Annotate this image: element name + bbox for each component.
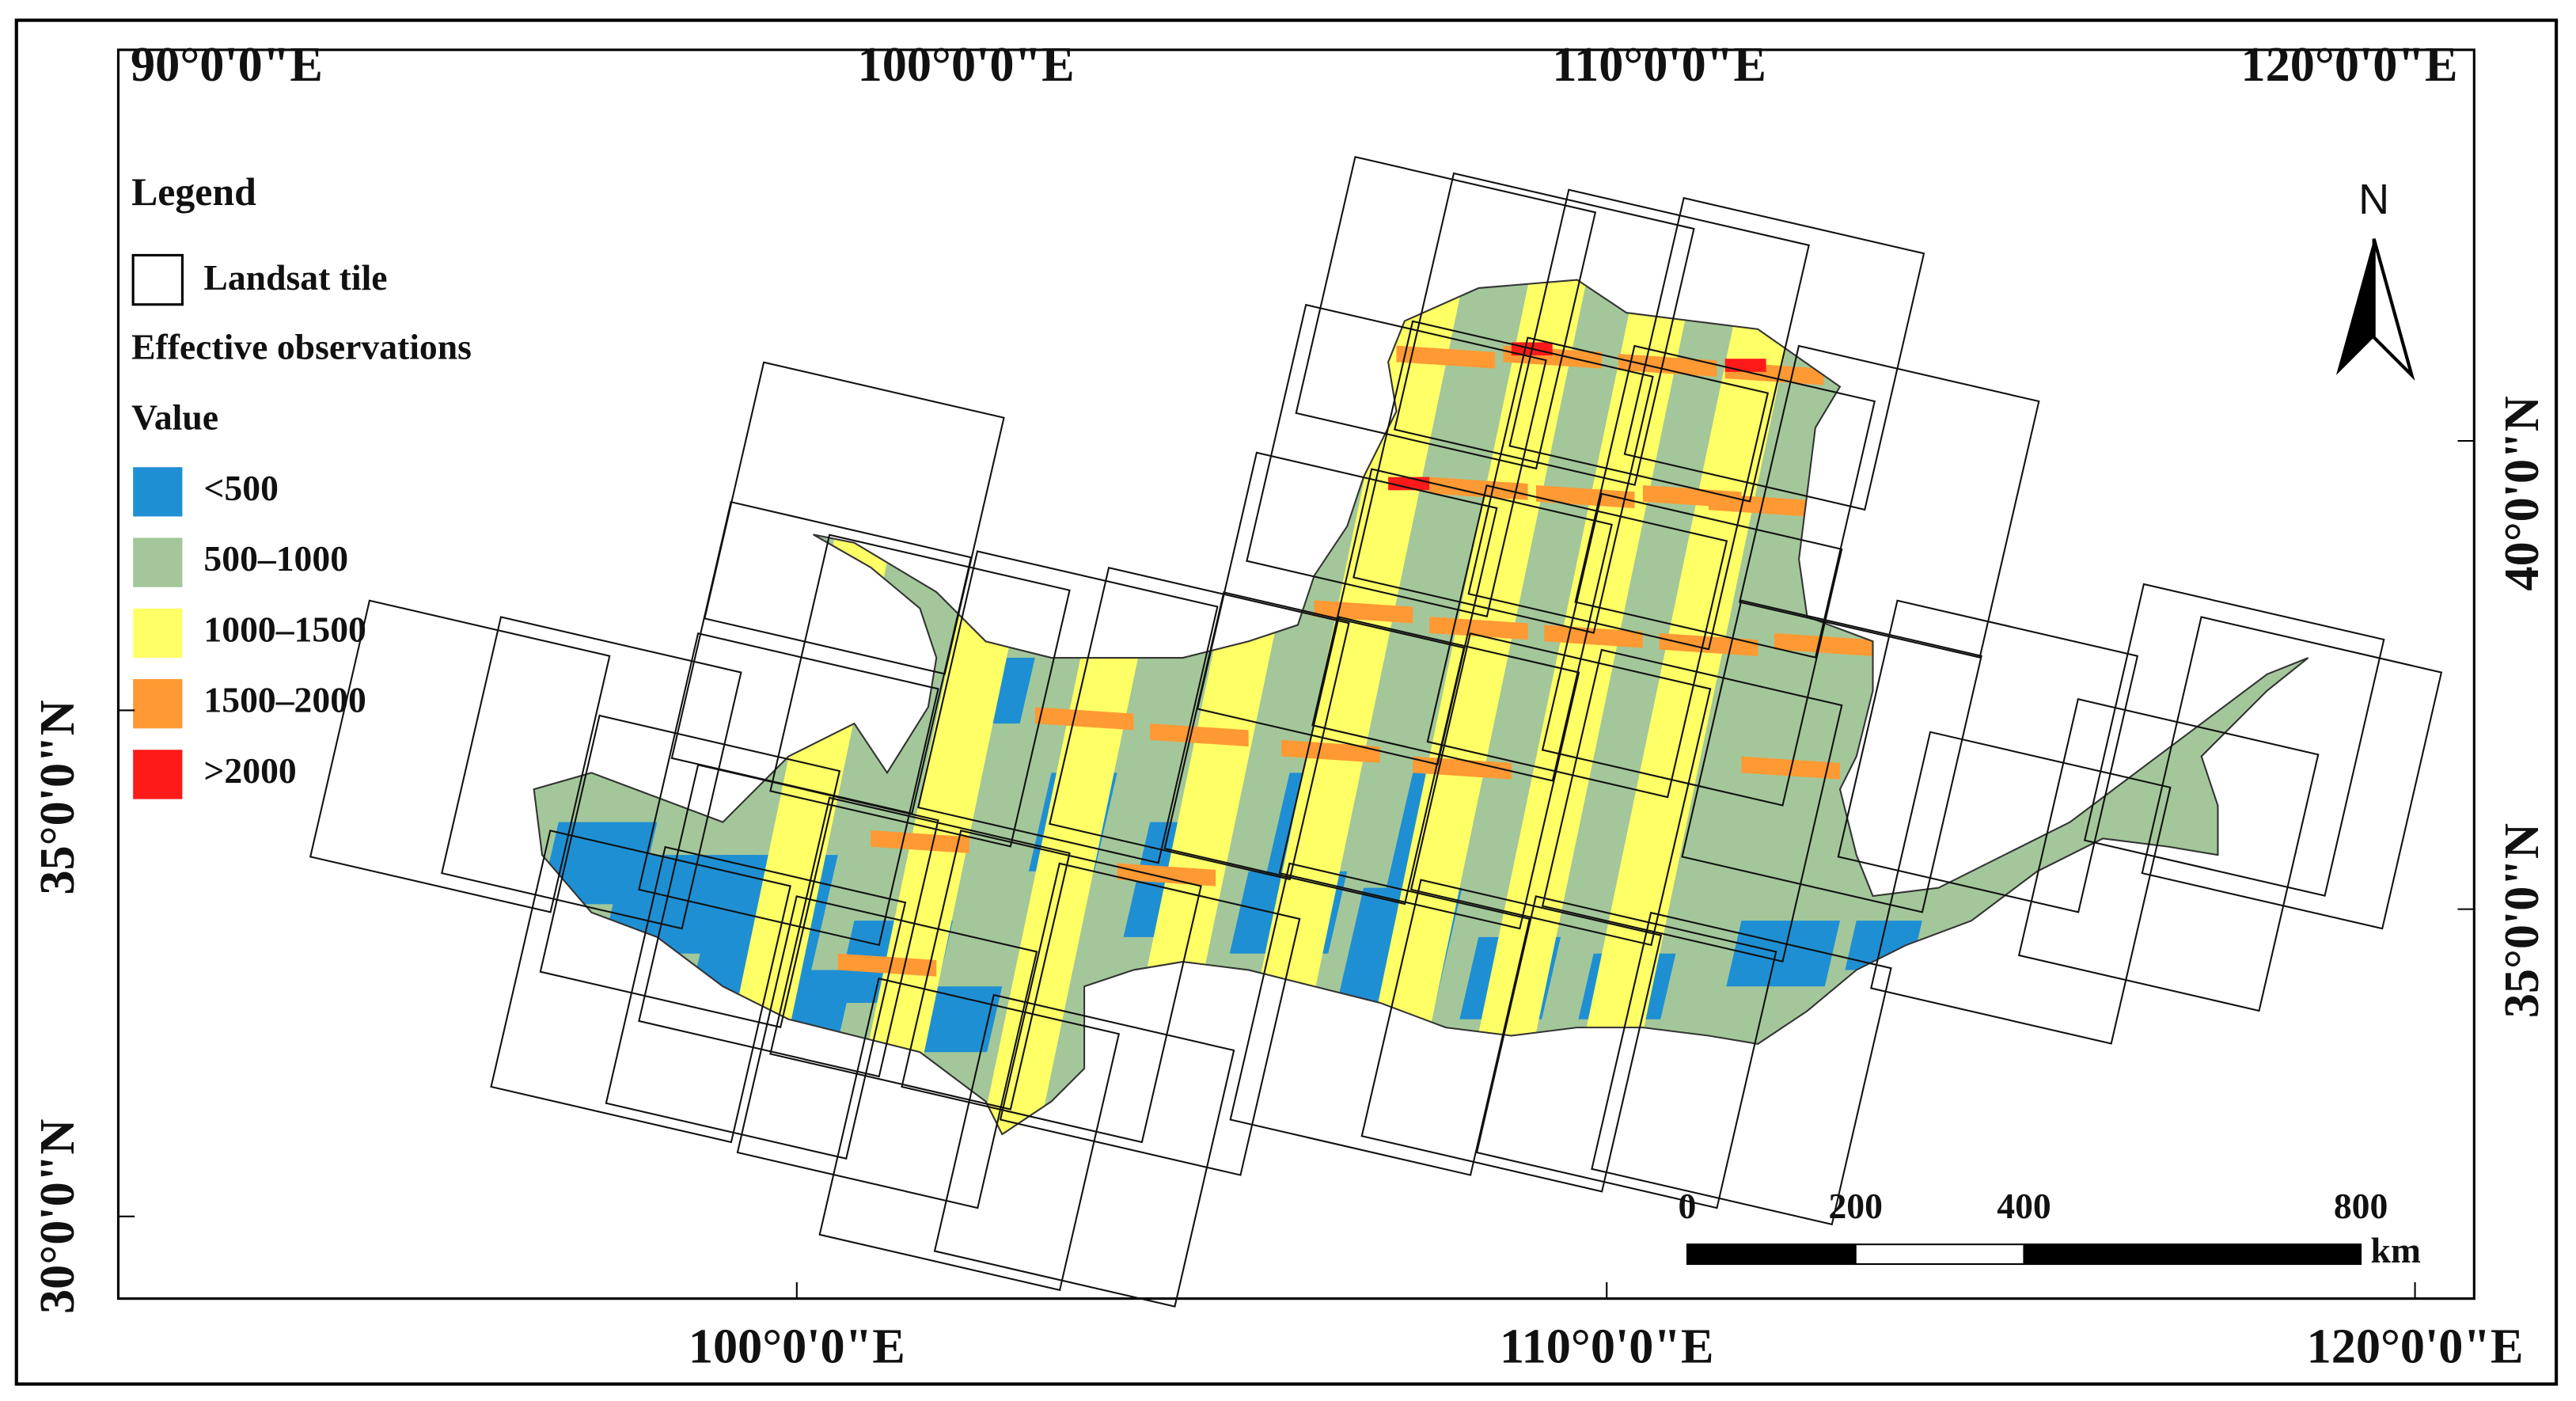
legend-swatch [133,537,183,587]
landsat-tile [1295,156,1597,470]
landsat-tile [1541,648,1843,962]
very-dense-obs [1724,359,1766,372]
lon-label-top: 120°0'0"E [2241,38,2458,92]
landsat-tile [999,862,1301,1176]
landsat-tile [1196,451,1498,765]
lat-label-left: 30°0'0"N [31,1119,85,1314]
landsat-tile [638,632,939,947]
legend-swatch [133,608,183,659]
scale-label: 400 [1997,1186,2051,1226]
legend-label: 1000–1500 [203,609,366,649]
landsat-tile [441,616,742,930]
landsat-tile [769,796,1071,1111]
landsat-tile [736,895,1038,1209]
lon-label-bottom: 100°0'0"E [689,1319,905,1373]
outer-frame [14,18,2559,1386]
legend-title: Legend [131,170,256,214]
dense-obs-band [1117,863,1216,887]
dense-obs-band [1429,617,1528,640]
lon-label-top: 110°0'0"E [1552,38,1766,92]
dense-obs-band [1034,707,1134,731]
legend-label: 1500–2000 [203,680,366,720]
legend-label: <500 [203,468,279,508]
scale-segment [1686,1243,1857,1266]
low-obs-patch [1726,921,1840,987]
legend-swatch [133,679,183,729]
landsat-tile [901,830,1202,1144]
landsat-tile [1837,599,2139,913]
landsat-tile [1870,731,2172,1045]
landsat-tile [1278,616,1580,930]
landsat-tile [2141,616,2443,930]
landsat-tile [638,764,939,1078]
legend-swatch [133,750,183,799]
lat-label-right: 35°0'0"N [2495,823,2549,1018]
landsat-tile [917,550,1219,864]
scale-label: 0 [1679,1186,1697,1226]
landsat-tile [1738,344,2040,659]
tile-label: Landsat tile [203,257,387,298]
scale-segment [1854,1243,2025,1266]
landsat-tile [1311,468,1613,782]
arrow-right [2372,238,2415,382]
lon-label-bottom: 110°0'0"E [1500,1319,1714,1373]
landsat-tile [818,977,1121,1292]
scale-segment [2023,1243,2362,1266]
landsat-tile [1360,879,1663,1193]
scale-unit: km [2371,1230,2421,1270]
legend-section: Effective observations [131,326,472,366]
landsat-tile [490,830,791,1144]
legend-swatch [133,467,183,517]
legend-label: 500–1000 [203,538,348,579]
landsat-tile [1049,566,1350,881]
north-label: N [2358,176,2389,223]
landsat-tile [704,361,1005,675]
landsat-tile [1623,196,1925,511]
dense-obs-band [1708,493,1808,517]
landsat-tile [2083,583,2385,897]
legend: Legend Landsat tile Effective observatio… [131,170,472,799]
lon-label-bottom: 120°0'0"E [2307,1319,2524,1373]
landsat-tile [1394,172,1695,486]
legend-label: >2000 [203,750,296,791]
landsat-tile [933,993,1235,1308]
arrow-left [2335,238,2374,375]
map-frame [116,48,2475,1300]
landsat-tile [1574,344,1876,659]
north-arrow: N [2335,176,2415,382]
dense-obs-band [1396,345,1496,369]
lon-label-top: 90°0'0"E [131,38,323,92]
landsat-tile [769,533,1071,848]
dense-obs-band [1150,723,1249,747]
value-title: Value [131,397,218,438]
dense-obs-band [1774,632,1873,656]
landsat-tile [309,599,611,913]
lat-label-right: 40°0'0"N [2495,396,2549,590]
lon-label-top: 100°0'0"E [858,38,1075,92]
dense-obs-band [1544,625,1643,648]
low-obs-patch [1845,921,1922,970]
overlap-stripe [1224,279,1470,1135]
landsat-tile [605,845,907,1160]
landsat-tile [2017,698,2320,1012]
overlap-stripe [1347,279,1594,1135]
landsat-tile [1163,591,1466,906]
tile-swatch [131,253,184,306]
landsat-tile [1591,911,1892,1226]
scale-label: 200 [1828,1186,1882,1226]
scale-label: 800 [2334,1186,2388,1226]
landsat-tile [1426,484,1728,799]
tiles [309,156,2443,1308]
dense-obs-band [837,953,937,977]
landsat-tile [1246,303,1547,618]
landsat-tile [1229,862,1531,1176]
overlap-stripe [1454,279,1701,1135]
dense-obs-band [871,830,969,854]
dense-obs-band [1429,476,1528,500]
landsat-tile [1475,895,1777,1209]
landsat-tile [1541,492,1843,807]
lat-label-left: 35°0'0"N [31,700,85,894]
landsat-tile [1681,599,1982,913]
